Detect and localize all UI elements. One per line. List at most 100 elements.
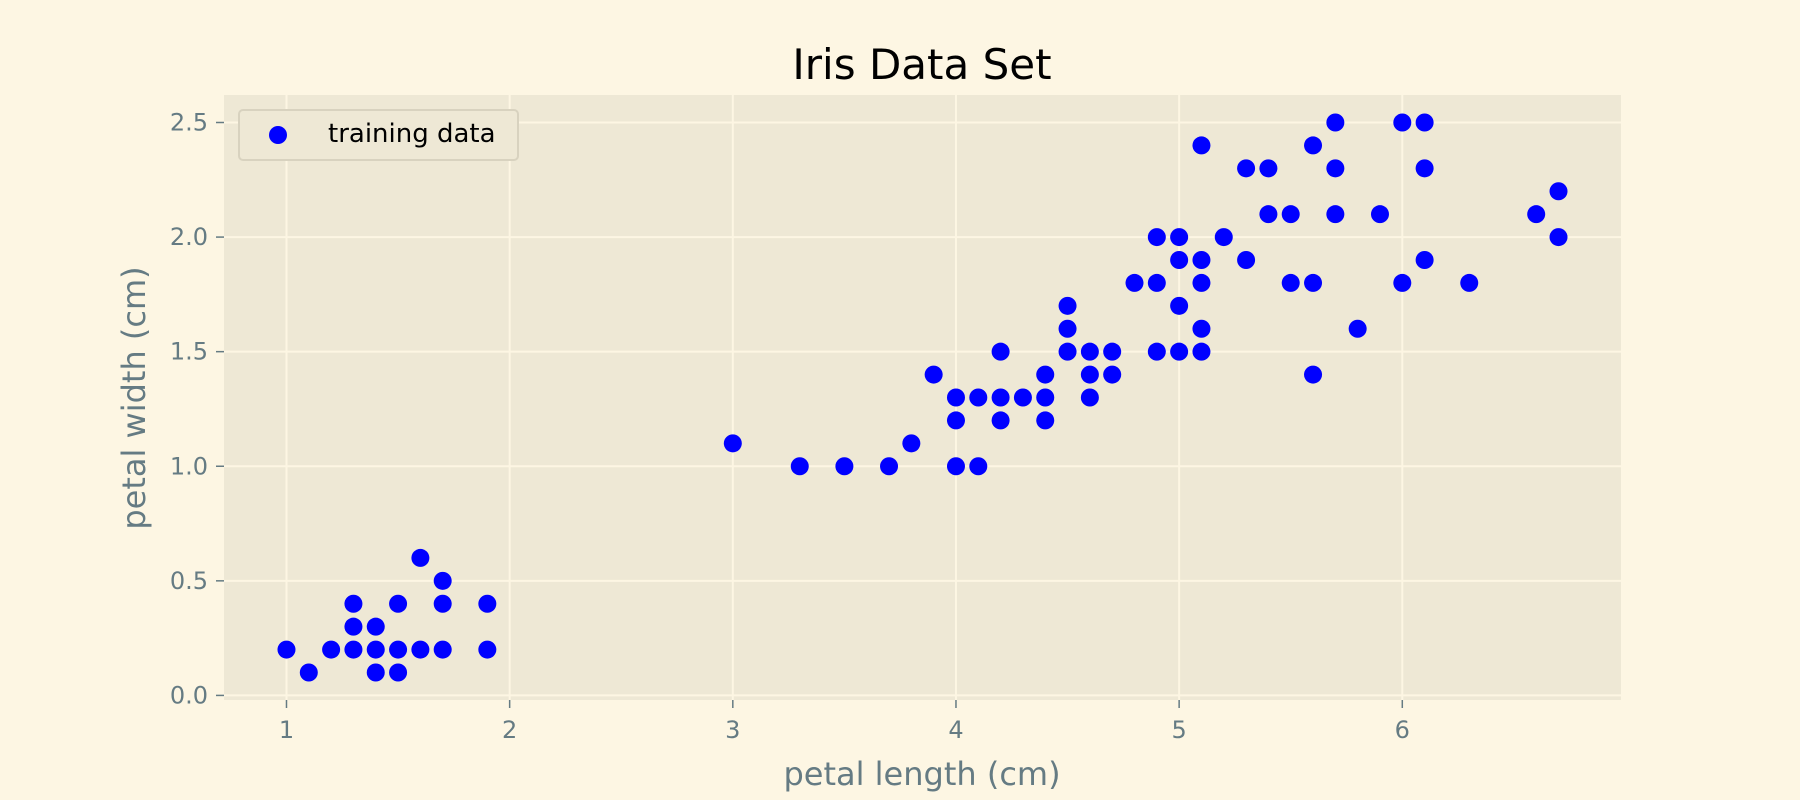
data-point (1549, 182, 1568, 201)
data-point (389, 640, 408, 659)
data-point (1103, 365, 1122, 384)
data-point (344, 640, 363, 659)
data-point (1237, 251, 1256, 269)
data-point (1326, 159, 1345, 178)
data-point (1103, 342, 1122, 361)
data-point (411, 640, 430, 659)
x-tick-label: 5 (1171, 716, 1186, 744)
data-point (389, 594, 408, 613)
data-point (433, 640, 452, 659)
data-point (1080, 365, 1099, 384)
data-point (1058, 319, 1077, 338)
legend-label-training-data: training data (328, 119, 496, 149)
data-point (433, 571, 452, 590)
data-point (1304, 273, 1323, 292)
data-point (1192, 342, 1211, 361)
x-tick-label: 4 (948, 716, 963, 744)
data-point (389, 663, 408, 682)
data-point (1192, 319, 1211, 338)
legend-box (238, 109, 519, 161)
data-point (790, 457, 809, 476)
data-point (991, 388, 1010, 407)
data-point (366, 617, 385, 636)
data-point (924, 365, 943, 384)
y-tick-label: 2.5 (170, 109, 208, 137)
data-point (723, 434, 742, 453)
data-point (1013, 388, 1032, 407)
data-point (1147, 228, 1166, 247)
x-tick-label: 1 (279, 716, 294, 744)
data-point (478, 594, 497, 613)
data-point (1281, 273, 1300, 292)
data-point (1326, 205, 1345, 224)
data-point (344, 617, 363, 636)
data-point (411, 548, 430, 567)
data-point (1036, 365, 1055, 384)
data-point (946, 411, 965, 430)
y-tick-label: 0.5 (170, 567, 208, 595)
x-tick-label: 3 (725, 716, 740, 744)
data-point (322, 640, 341, 659)
data-point (366, 640, 385, 659)
x-axis-label: petal length (cm) (783, 755, 1060, 793)
grid (224, 95, 1621, 700)
data-point (1058, 296, 1077, 315)
plot-area (224, 95, 1621, 700)
data-point (1080, 388, 1099, 407)
data-point (946, 388, 965, 407)
data-point (299, 663, 318, 682)
data-point (1415, 159, 1434, 178)
data-point (1527, 205, 1546, 224)
chart-title: Iris Data Set (792, 40, 1051, 89)
data-point (1415, 251, 1434, 269)
data-point (1370, 205, 1389, 224)
data-point (277, 640, 296, 659)
data-point (1192, 136, 1211, 155)
data-point (946, 457, 965, 476)
data-point (1147, 273, 1166, 292)
data-point (1415, 113, 1434, 132)
scatter-points (277, 113, 1568, 682)
data-point (1460, 273, 1479, 292)
data-point (344, 594, 363, 613)
data-point (1259, 159, 1278, 178)
data-point (1170, 251, 1189, 269)
data-point (478, 640, 497, 659)
data-point (1170, 342, 1189, 361)
data-point (1147, 342, 1166, 361)
data-point (1170, 296, 1189, 315)
data-point (1214, 228, 1233, 247)
data-point (1348, 319, 1367, 338)
data-point (1036, 388, 1055, 407)
data-point (1259, 205, 1278, 224)
y-tick-label: 0.0 (170, 681, 208, 709)
data-point (433, 594, 452, 613)
data-point (1058, 342, 1077, 361)
data-point (969, 457, 988, 476)
data-point (1192, 273, 1211, 292)
y-tick-label: 1.5 (170, 338, 208, 366)
data-point (1549, 228, 1568, 247)
data-point (835, 457, 854, 476)
data-point (1393, 113, 1412, 132)
data-point (1170, 228, 1189, 247)
y-tick-label: 1.0 (170, 452, 208, 480)
data-point (1080, 342, 1099, 361)
legend: training data (238, 109, 519, 161)
data-point (1304, 365, 1323, 384)
data-point (991, 342, 1010, 361)
data-point (1304, 136, 1323, 155)
data-point (1036, 411, 1055, 430)
axis-ticks: 1 2 3 4 5 6 0.0 0.5 1.0 1.5 2.0 2.5 (170, 109, 1410, 745)
data-point (1393, 273, 1412, 292)
y-tick-label: 2.0 (170, 223, 208, 251)
y-axis-label: petal width (cm) (115, 266, 153, 529)
data-point (366, 663, 385, 682)
data-point (1192, 251, 1211, 269)
data-point (1281, 205, 1300, 224)
data-point (902, 434, 921, 453)
data-point (969, 388, 988, 407)
data-point (1237, 159, 1256, 178)
x-tick-label: 6 (1395, 716, 1410, 744)
